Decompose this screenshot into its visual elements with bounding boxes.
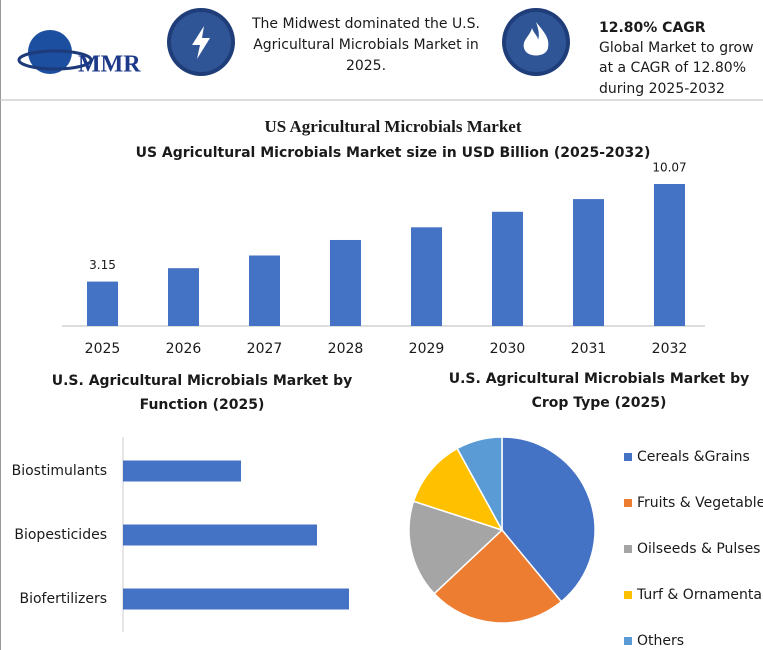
- pie-slice: [408, 500, 504, 595]
- logo-text: MMR: [78, 52, 141, 78]
- bar: [330, 239, 361, 326]
- x-tick-label: 2031: [571, 341, 607, 357]
- legend-swatch: [624, 637, 632, 645]
- x-tick-label: 2032: [652, 341, 688, 357]
- chart-title: Function (2025): [140, 397, 265, 413]
- pie-slice: [412, 447, 504, 532]
- chart-title: Crop Type (2025): [532, 395, 667, 411]
- logo: MMR: [17, 30, 141, 78]
- pie-slice: [501, 436, 596, 603]
- legend-swatch: [624, 499, 632, 507]
- chart-subtitle: US Agricultural Microbials Market size i…: [136, 145, 651, 161]
- logo-orbit: [17, 49, 93, 71]
- note-line: Agricultural Microbials Market in: [253, 37, 479, 53]
- bar: [492, 211, 523, 326]
- cagr-title: 12.80% CAGR: [599, 20, 706, 36]
- bolt-icon: [167, 8, 235, 76]
- legend-label: Turf & Ornamental: [636, 587, 763, 603]
- legend-label: Cereals &Grains: [637, 449, 750, 465]
- y-tick-label: Biofertilizers: [19, 591, 107, 607]
- chart-title: U.S. Agricultural Microbials Market by: [449, 371, 750, 387]
- legend-swatch: [624, 453, 632, 461]
- bar: [87, 281, 118, 326]
- note-line: The Midwest dominated the U.S.: [251, 16, 480, 32]
- bar: [123, 588, 349, 610]
- bar: [411, 227, 442, 326]
- bar: [249, 255, 280, 326]
- note-line: 2025.: [346, 58, 386, 74]
- y-tick-label: Biostimulants: [12, 463, 107, 479]
- bar: [123, 524, 317, 546]
- bar: [654, 184, 685, 326]
- legend-label: Others: [637, 633, 684, 649]
- x-tick-label: 2025: [85, 341, 121, 357]
- x-tick-label: 2028: [328, 341, 364, 357]
- cagr-line: Global Market to grow: [599, 40, 754, 56]
- legend-swatch: [624, 545, 632, 553]
- x-tick-label: 2029: [409, 341, 445, 357]
- cagr-line: at a CAGR of 12.80%: [599, 60, 746, 76]
- flame: [523, 22, 549, 56]
- chart-title: U.S. Agricultural Microbials Market by: [52, 373, 353, 389]
- pie-slice: [433, 528, 563, 624]
- legend-label: Oilseeds & Pulses: [637, 541, 760, 557]
- y-tick-label: Biopesticides: [14, 527, 107, 543]
- x-tick-label: 2030: [490, 341, 526, 357]
- flame-icon: [502, 8, 570, 76]
- legend-swatch: [624, 591, 632, 599]
- cagr-line: during 2025-2032: [599, 81, 725, 97]
- x-tick-label: 2027: [247, 341, 283, 357]
- value-label: 10.07: [652, 161, 686, 175]
- bar: [168, 268, 199, 326]
- bar: [573, 199, 604, 326]
- chart-title: US Agricultural Microbials Market: [264, 117, 521, 136]
- value-label: 3.15: [89, 258, 116, 272]
- legend-label: Fruits & Vegetables: [637, 495, 763, 511]
- bolt: [192, 26, 210, 59]
- x-tick-label: 2026: [166, 341, 202, 357]
- pie-slice: [456, 436, 503, 531]
- bar: [123, 460, 241, 482]
